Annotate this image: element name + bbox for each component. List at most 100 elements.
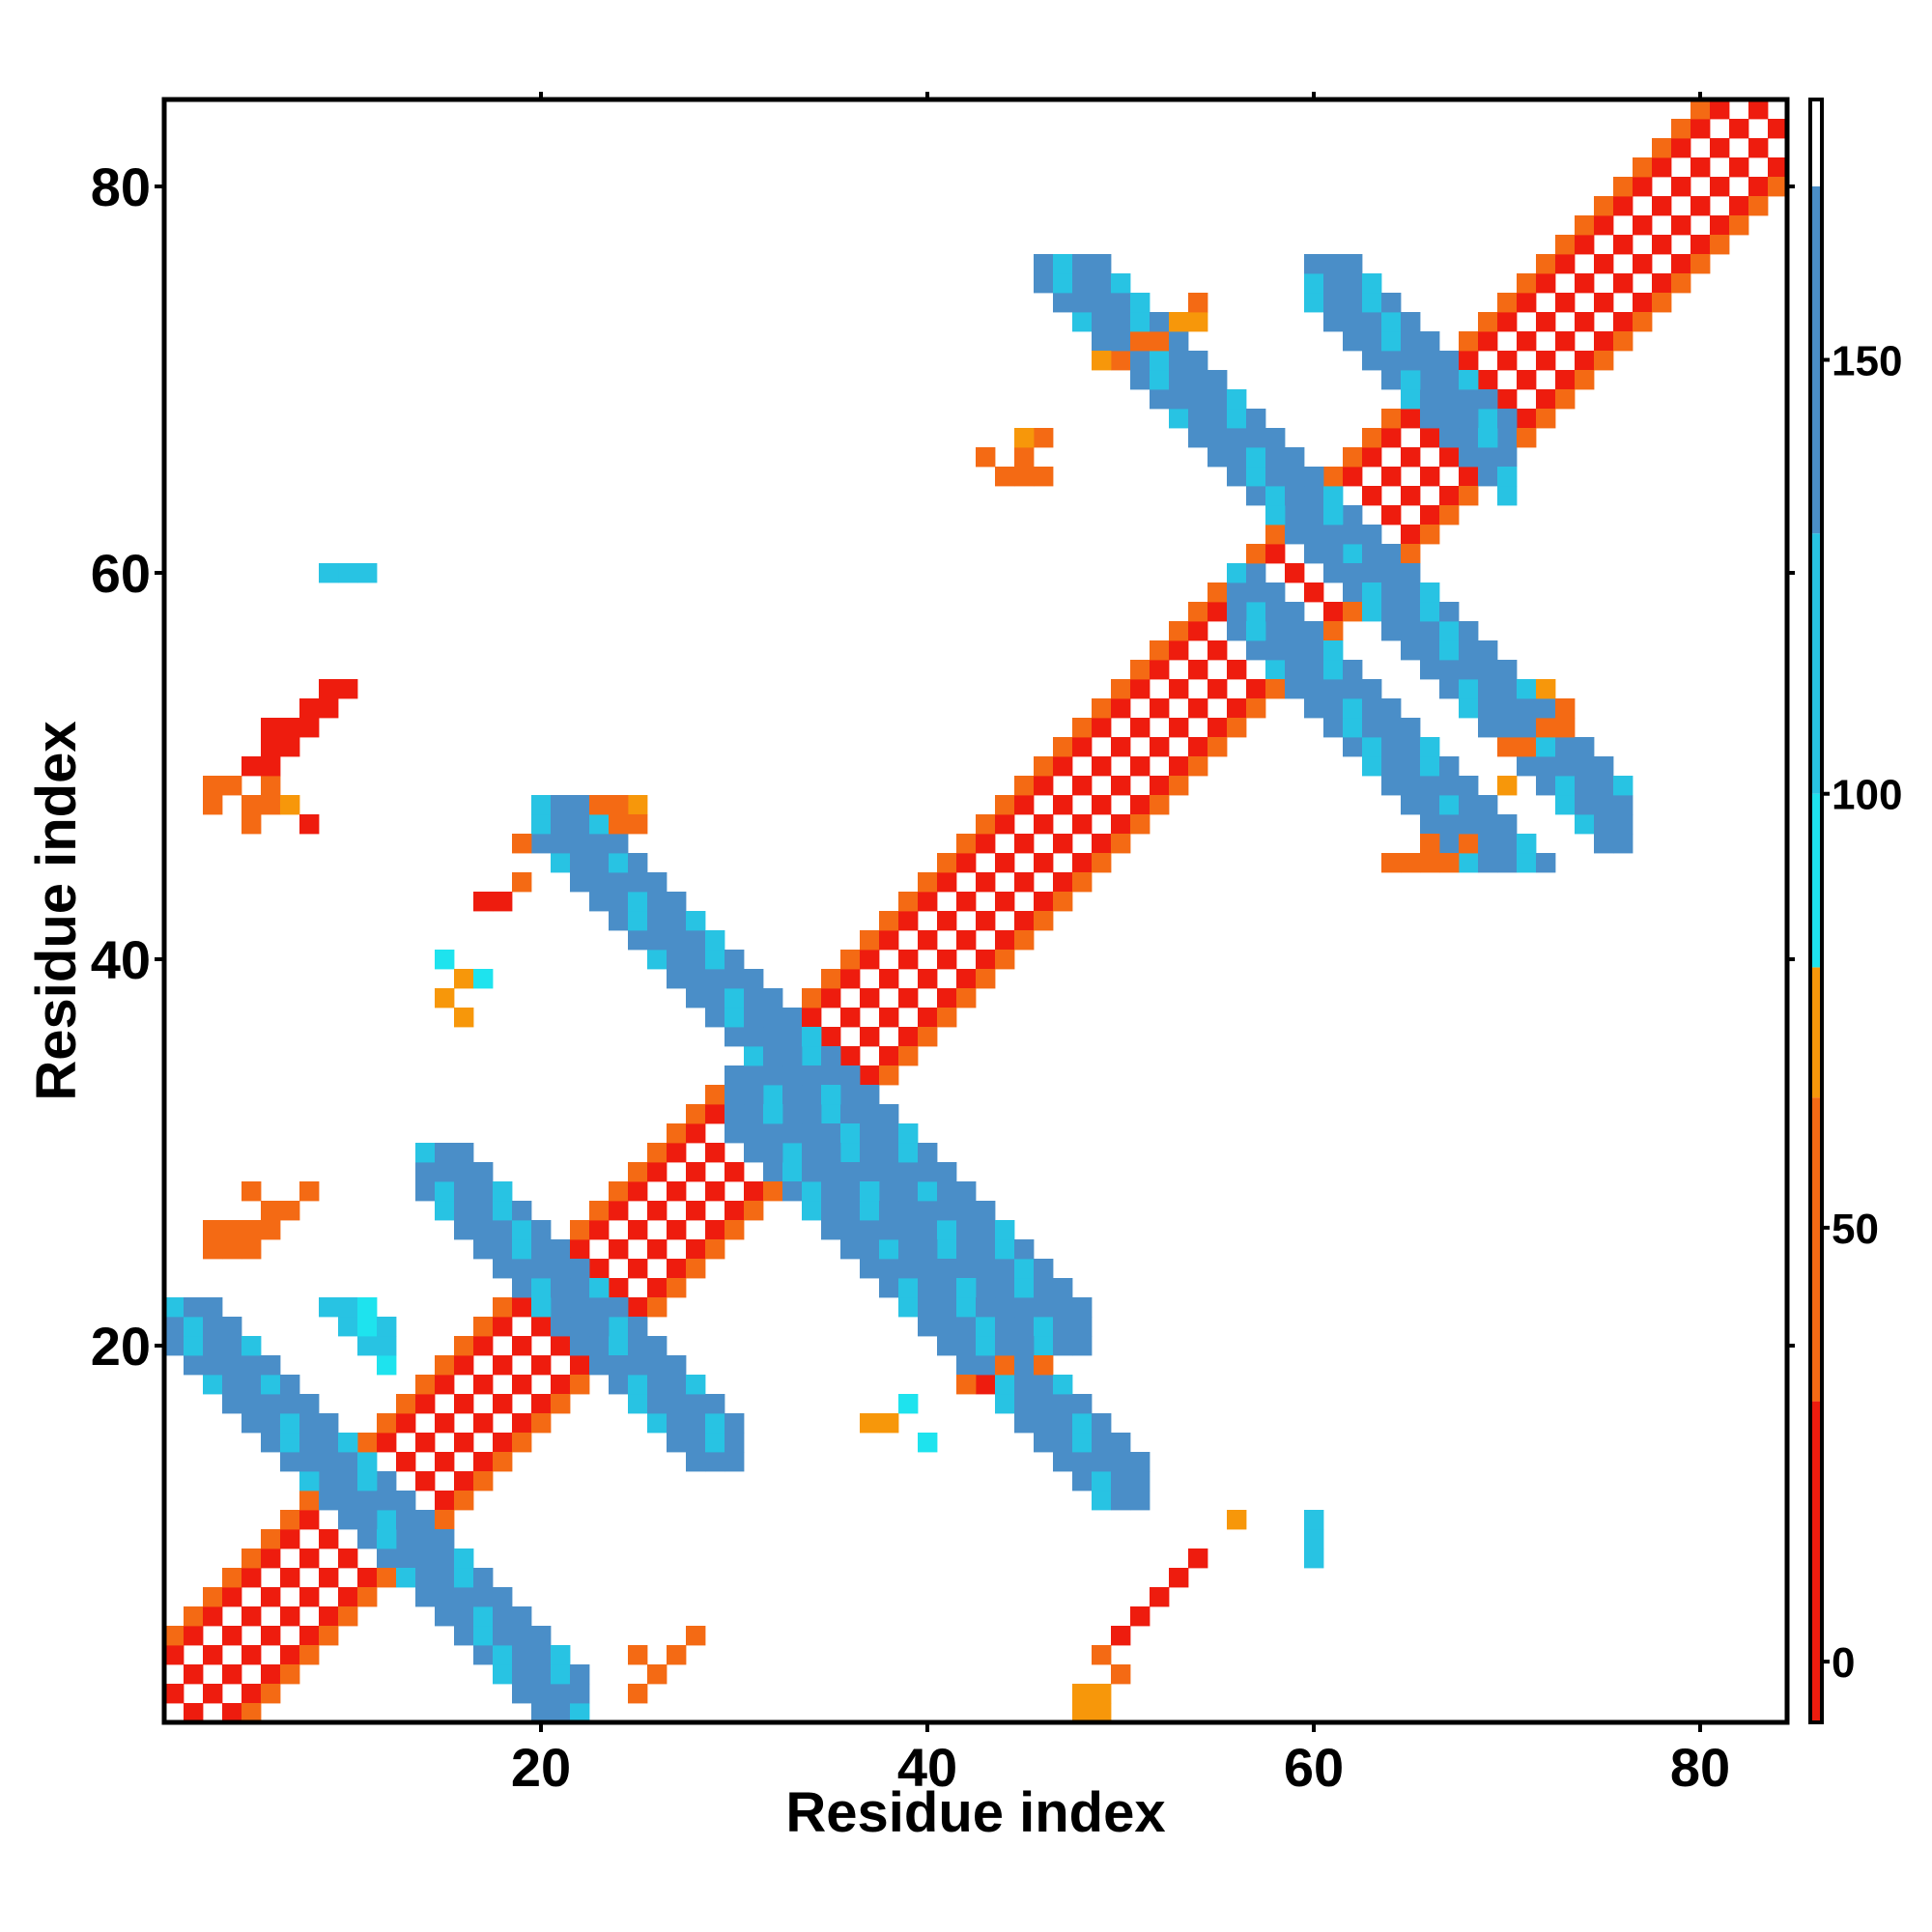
heatmap-cell — [937, 853, 957, 873]
heatmap-cell — [782, 1046, 803, 1066]
heatmap-cell — [261, 776, 281, 796]
heatmap-cell — [628, 1375, 648, 1395]
heatmap-cell — [1323, 505, 1344, 526]
heatmap-cell — [1517, 293, 1537, 313]
heatmap-cell — [840, 1065, 861, 1086]
heatmap-cell — [1034, 273, 1054, 294]
heatmap-cell — [937, 1239, 957, 1260]
heatmap-cell — [1497, 447, 1518, 468]
heatmap-cell — [1381, 544, 1402, 564]
heatmap-cell — [1439, 602, 1460, 622]
heatmap-cell — [377, 1336, 397, 1356]
heatmap-cell — [821, 1181, 841, 1202]
heatmap-cell — [1768, 157, 1788, 178]
heatmap-cell — [261, 1413, 281, 1434]
heatmap-cell — [1130, 1452, 1151, 1472]
heatmap-cell — [551, 1375, 571, 1395]
heatmap-cell — [1304, 525, 1324, 545]
heatmap-cell — [937, 1220, 957, 1240]
heatmap-cell — [493, 1317, 513, 1337]
heatmap-cell — [261, 1587, 281, 1607]
heatmap-cell — [821, 1220, 841, 1240]
heatmap-cell — [1439, 756, 1460, 777]
heatmap-cell — [1362, 582, 1382, 603]
heatmap-cell — [1323, 602, 1344, 622]
heatmap-cell — [647, 892, 668, 912]
heatmap-cell — [898, 1027, 919, 1047]
heatmap-cell — [1401, 776, 1421, 796]
heatmap-cell — [1575, 351, 1595, 371]
heatmap-cell — [1053, 1297, 1073, 1318]
heatmap-cell — [454, 1606, 474, 1627]
heatmap-cell — [1401, 756, 1421, 777]
heatmap-cell — [1208, 447, 1228, 468]
heatmap-cell — [724, 969, 745, 989]
heatmap-cell — [1536, 254, 1556, 274]
heatmap-cell — [1265, 525, 1286, 545]
heatmap-cell — [782, 1027, 803, 1047]
heatmap-cell — [705, 1085, 725, 1105]
heatmap-cell — [531, 1413, 552, 1434]
heatmap-cell — [995, 795, 1015, 815]
heatmap-cell — [454, 1491, 474, 1511]
heatmap-cell — [1014, 911, 1035, 931]
heatmap-cell — [667, 1375, 687, 1395]
heatmap-cell — [1169, 331, 1189, 352]
heatmap-cell — [1401, 351, 1421, 371]
heatmap-cell — [1748, 99, 1769, 120]
heatmap-cell — [1401, 640, 1421, 661]
heatmap-cell — [299, 1471, 320, 1492]
heatmap-cell — [1053, 1336, 1073, 1356]
heatmap-cell — [918, 1278, 938, 1298]
heatmap-cell — [357, 1471, 378, 1492]
heatmap-cell — [763, 1046, 783, 1066]
heatmap-cell — [261, 1355, 281, 1376]
heatmap-cell — [357, 1452, 378, 1472]
heatmap-cell — [1014, 1336, 1035, 1356]
heatmap-cell — [1265, 544, 1286, 564]
heatmap-cell — [1401, 544, 1421, 564]
heatmap-cell — [242, 1239, 262, 1260]
heatmap-cell — [1439, 409, 1460, 429]
heatmap-cell — [338, 1606, 358, 1627]
heatmap-cell — [1188, 602, 1208, 622]
heatmap-cell — [1420, 331, 1440, 352]
heatmap-cell — [937, 1181, 957, 1202]
heatmap-cell — [956, 1181, 977, 1202]
heatmap-cell — [1188, 621, 1208, 641]
heatmap-cell — [242, 1394, 262, 1414]
heatmap-cell — [261, 1626, 281, 1646]
heatmap-cell — [377, 1548, 397, 1569]
heatmap-cell — [377, 1529, 397, 1549]
heatmap-cell — [1594, 834, 1614, 854]
heatmap-cell — [802, 1065, 822, 1086]
heatmap-cell — [898, 1181, 919, 1202]
heatmap-cell — [1420, 814, 1440, 835]
heatmap-cell — [357, 1336, 378, 1356]
heatmap-cell — [531, 1703, 552, 1723]
heatmap-cell — [1555, 331, 1576, 352]
heatmap-cell — [1478, 660, 1498, 680]
heatmap-cell — [1536, 737, 1556, 757]
heatmap-cell — [1072, 1394, 1093, 1414]
heatmap-cell — [1227, 602, 1247, 622]
heatmap-cell — [1439, 679, 1460, 699]
heatmap-cell — [1343, 254, 1363, 274]
heatmap-cell — [1652, 138, 1672, 158]
heatmap-cell — [1401, 486, 1421, 506]
heatmap-cell — [1420, 351, 1440, 371]
heatmap-cell — [1420, 756, 1440, 777]
heatmap-cell — [1478, 312, 1498, 332]
heatmap-cell — [1323, 621, 1344, 641]
heatmap-cell — [338, 1587, 358, 1607]
heatmap-cell — [995, 892, 1015, 912]
heatmap-cell — [1362, 563, 1382, 583]
heatmap-cell — [1536, 351, 1556, 371]
heatmap-cell — [1246, 486, 1266, 506]
heatmap-cell — [493, 1626, 513, 1646]
heatmap-cell — [1150, 351, 1170, 371]
heatmap-cell — [1053, 1375, 1073, 1395]
heatmap-cell — [1323, 486, 1344, 506]
heatmap-cell — [1343, 602, 1363, 622]
